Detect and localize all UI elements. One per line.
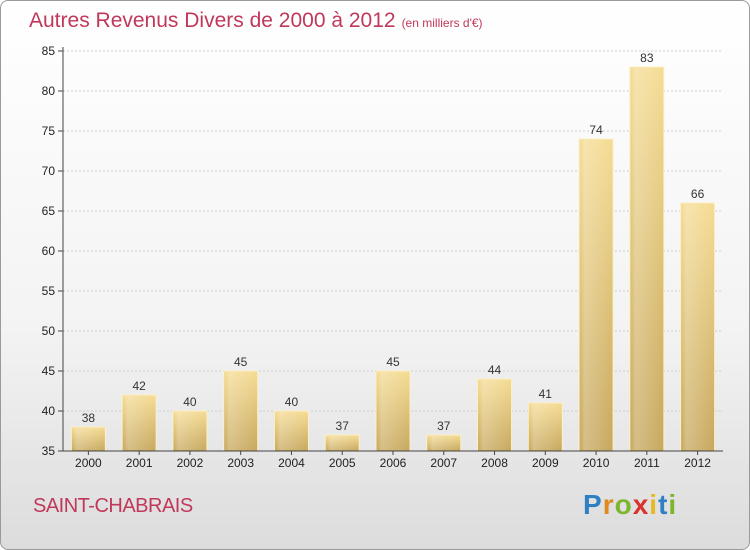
logo-letter: P [583,489,603,520]
bar-shine [529,404,562,450]
axes: 35 40 45 50 55 60 65 70 75 80 85 2000 2001 2002 2003 20… [42,44,723,470]
y-tick-label: 70 [42,164,56,178]
bar-shine [427,436,460,450]
value-label: 40 [285,395,299,409]
y-tick-label: 80 [42,84,56,98]
x-tick-label: 2003 [227,456,254,470]
bar-shine [580,140,613,450]
bar-shine [173,412,206,450]
logo-letter: t [658,489,669,520]
value-label: 37 [437,419,451,433]
bar-shine [377,372,409,450]
y-tick-label: 85 [42,44,56,58]
bar-shine [72,428,105,450]
logo-letter: i [649,489,659,520]
logo-letter: o [614,489,633,520]
x-tick-label: 2006 [380,456,407,470]
value-label: 74 [589,123,603,137]
x-tick-label: 2000 [75,456,102,470]
value-label: 38 [82,411,96,425]
value-label: 42 [132,379,146,393]
x-tick-label: 2007 [430,456,457,470]
chart-title-text: Autres Revenus Divers de 2000 à 2012 [29,9,396,32]
x-tick-label: 2011 [634,456,660,470]
value-label: 45 [234,355,248,369]
bar-shine [123,396,156,450]
bar-shine [630,68,663,450]
x-tick-label: 2002 [177,456,204,470]
bar-shine [478,380,511,450]
value-label: 41 [539,387,553,401]
x-tick-label: 2012 [684,456,711,470]
y-tick-label: 35 [42,444,56,458]
bar-shine [681,204,714,450]
y-tick-label: 75 [42,124,56,138]
location-name: SAINT-CHABRAIS [33,495,193,517]
y-tick-label: 45 [42,364,56,378]
x-tick-label: 2004 [278,456,305,470]
value-label: 45 [386,355,400,369]
y-tick-label: 55 [42,284,56,298]
x-tick-label: 2001 [126,456,153,470]
value-label: 40 [183,395,197,409]
x-tick-label: 2009 [532,456,559,470]
bar-shine [326,436,359,450]
chart-title: Autres Revenus Divers de 2000 à 2012 (en … [29,9,483,33]
bar-shine [275,412,308,450]
logo-letter: i [668,489,678,520]
y-tick-label: 65 [42,204,56,218]
value-label: 83 [640,51,654,65]
x-tick-label: 2008 [481,456,508,470]
x-tick-label: 2005 [329,456,356,470]
logo-letter: r [602,489,615,520]
y-tick-label: 40 [42,404,56,418]
value-label: 37 [336,419,350,433]
bar-shine [224,372,257,450]
value-label: 66 [691,187,705,201]
proxiti-logo: Proxiti [583,489,677,521]
y-tick-label: 50 [42,324,56,338]
chart-subtitle: (en milliers d'€) [401,16,483,30]
value-label: 44 [488,363,502,377]
bars: 38 42 40 45 40 37 45 37 44 41 74 83 66 [70,51,716,452]
logo-letter: x [632,489,650,520]
x-tick-label: 2010 [583,456,610,470]
y-tick-label: 60 [42,244,56,258]
